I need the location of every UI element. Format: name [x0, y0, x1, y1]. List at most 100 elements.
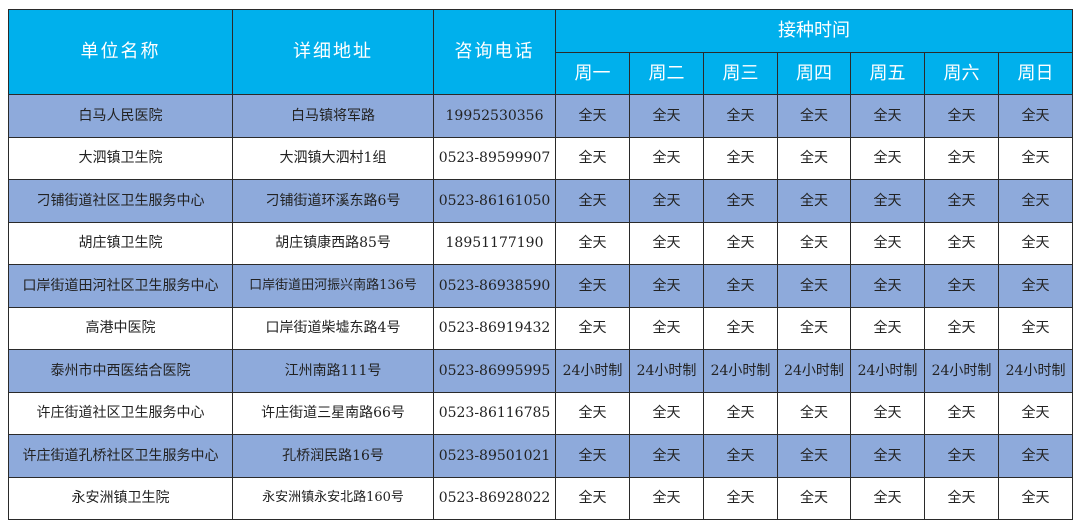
table-row: 白马人民医院 白马镇将军路 19952530356 全天 全天 全天 全天 全天 全天 全天	[8, 94, 1074, 138]
schedule-cell: 全天	[850, 94, 925, 138]
header-day: 周四	[777, 52, 851, 95]
schedule-cell: 24小时制	[629, 349, 704, 393]
schedule-cell: 全天	[997, 306, 1074, 350]
header-row: 单位名称 详细地址 咨询电话 接种时间	[8, 9, 1074, 95]
schedule-cell: 全天	[997, 391, 1074, 435]
schedule-cell: 全天	[777, 434, 851, 478]
schedule-cell: 全天	[629, 434, 704, 478]
schedule-cell: 全天	[703, 391, 778, 435]
site-name: 刁铺街道社区卫生服务中心	[8, 179, 233, 223]
vaccination-sites-table: 单位名称 详细地址 咨询电话 接种时间 周一 周二 周三 周四 周五 周六 周日 白马人民医…	[8, 9, 1074, 520]
site-address: 永安洲镇永安北路160号	[232, 476, 434, 520]
header-day: 周六	[924, 52, 999, 95]
header-day: 周一	[555, 52, 630, 95]
schedule-cell: 全天	[777, 391, 851, 435]
table-row: 许庄街道孔桥社区卫生服务中心 孔桥润民路16号 0523-89501021 全天 全天全…	[8, 434, 1074, 478]
schedule-cell: 全天	[924, 306, 999, 350]
header-day: 周三	[703, 52, 778, 95]
schedule-cell: 全天	[850, 264, 925, 308]
header-schedule: 接种时间	[554, 9, 1074, 53]
schedule-cell: 全天	[555, 136, 630, 180]
schedule-cell: 24小时制	[555, 349, 630, 393]
header-day: 周五	[850, 52, 925, 95]
header-phone: 咨询电话	[433, 9, 556, 95]
header-name: 单位名称	[8, 9, 233, 95]
site-address: 孔桥润民路16号	[232, 434, 434, 478]
site-name: 许庄街道孔桥社区卫生服务中心	[8, 434, 233, 478]
schedule-cell: 全天	[777, 94, 851, 138]
table-row: 刁铺街道社区卫生服务中心 刁铺街道环溪东路6号 0523-86161050 全天 全天全…	[8, 179, 1074, 223]
schedule-cell: 全天	[703, 94, 778, 138]
schedule-cell: 全天	[997, 136, 1074, 180]
site-phone: 0523-86938590	[433, 264, 556, 308]
schedule-cell: 全天	[777, 179, 851, 223]
schedule-cell: 全天	[629, 264, 704, 308]
schedule-cell: 24小时制	[850, 349, 925, 393]
schedule-cell: 全天	[924, 434, 999, 478]
schedule-cell: 全天	[924, 221, 999, 265]
header-address: 详细地址	[232, 9, 434, 95]
schedule-cell: 全天	[629, 179, 704, 223]
site-name: 大泗镇卫生院	[8, 136, 233, 180]
schedule-cell: 全天	[777, 306, 851, 350]
site-phone: 0523-86161050	[433, 179, 556, 223]
schedule-cell: 全天	[997, 264, 1074, 308]
schedule-cell: 全天	[703, 136, 778, 180]
schedule-cell: 全天	[850, 179, 925, 223]
schedule-cell: 全天	[997, 179, 1074, 223]
site-phone: 0523-89501021	[433, 434, 556, 478]
schedule-cell: 全天	[555, 179, 630, 223]
schedule-cell: 全天	[850, 221, 925, 265]
schedule-cell: 全天	[924, 476, 999, 520]
table-row: 口岸街道田河社区卫生服务中心 口岸街道田河振兴南路136号 0523-8693859…	[8, 264, 1074, 308]
header-day: 周二	[629, 52, 704, 95]
table-row: 高港中医院 口岸街道柴墟东路4号 0523-86919432 全天 全天 全天 全天 全天 全天…	[8, 306, 1074, 350]
site-phone: 18951177190	[433, 221, 556, 265]
site-phone: 0523-86928022	[433, 476, 556, 520]
table-row: 泰州市中西医结合医院 江州南路111号 0523-86995995 24小时制 24小时…	[8, 349, 1074, 393]
schedule-cell: 全天	[924, 391, 999, 435]
schedule-cell: 全天	[629, 306, 704, 350]
days-header-row: 周一 周二 周三 周四 周五 周六 周日	[9, 52, 1074, 95]
schedule-cell: 24小时制	[997, 349, 1074, 393]
schedule-cell: 全天	[777, 221, 851, 265]
schedule-cell: 全天	[703, 476, 778, 520]
schedule-cell: 全天	[555, 476, 630, 520]
site-address: 刁铺街道环溪东路6号	[232, 179, 434, 223]
schedule-cell: 全天	[997, 476, 1074, 520]
site-address: 胡庄镇康西路85号	[232, 221, 434, 265]
site-address: 江州南路111号	[232, 349, 434, 393]
site-name: 胡庄镇卫生院	[8, 221, 233, 265]
schedule-cell: 全天	[703, 179, 778, 223]
site-name: 泰州市中西医结合医院	[8, 349, 233, 393]
site-address: 白马镇将军路	[232, 94, 434, 138]
schedule-cell: 全天	[629, 94, 704, 138]
schedule-cell: 全天	[850, 391, 925, 435]
site-phone: 0523-86995995	[433, 349, 556, 393]
site-phone: 0523-89599907	[433, 136, 556, 180]
site-address: 口岸街道柴墟东路4号	[232, 306, 434, 350]
table-row: 大泗镇卫生院 大泗镇大泗村1组 0523-89599907 全天 全天 全天 全天 全天 全天全…	[8, 136, 1074, 180]
site-address: 许庄街道三星南路66号	[232, 391, 434, 435]
schedule-cell: 全天	[924, 179, 999, 223]
schedule-cell: 全天	[850, 136, 925, 180]
schedule-cell: 24小时制	[924, 349, 999, 393]
schedule-cell: 全天	[924, 264, 999, 308]
schedule-cell: 24小时制	[703, 349, 778, 393]
schedule-cell: 全天	[555, 306, 630, 350]
schedule-cell: 全天	[555, 264, 630, 308]
schedule-cell: 全天	[777, 136, 851, 180]
schedule-cell: 24小时制	[777, 349, 851, 393]
schedule-cell: 全天	[850, 476, 925, 520]
schedule-cell: 全天	[997, 94, 1074, 138]
schedule-cell: 全天	[850, 306, 925, 350]
site-address: 口岸街道田河振兴南路136号	[232, 264, 434, 308]
site-address: 大泗镇大泗村1组	[232, 136, 434, 180]
site-name: 永安洲镇卫生院	[8, 476, 233, 520]
schedule-cell: 全天	[997, 434, 1074, 478]
site-phone: 0523-86116785	[433, 391, 556, 435]
site-name: 白马人民医院	[8, 94, 233, 138]
site-phone: 0523-86919432	[433, 306, 556, 350]
site-name: 高港中医院	[8, 306, 233, 350]
site-phone: 19952530356	[433, 94, 556, 138]
